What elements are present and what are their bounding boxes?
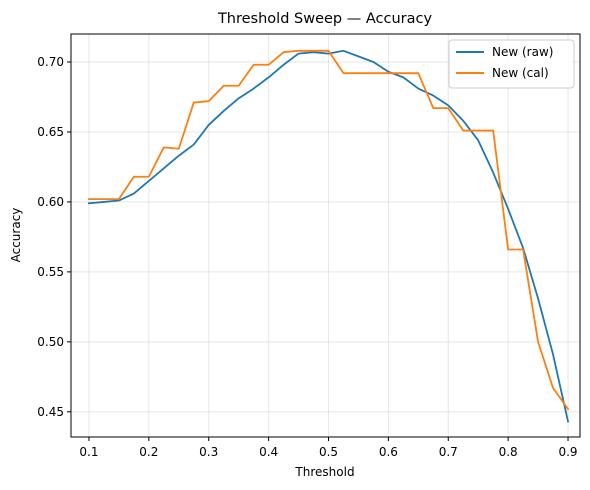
y-tick-label: 0.65	[37, 125, 64, 139]
legend: New (raw) New (cal)	[448, 39, 575, 89]
legend-label-raw: New (raw)	[492, 45, 553, 59]
x-axis: 0.1 0.2 0.3 0.4 0.5 0.6 0.7 0.8 0.9	[79, 437, 578, 459]
legend-label-cal: New (cal)	[492, 66, 549, 80]
x-tick-label: 0.2	[139, 445, 158, 459]
x-tick-label: 0.1	[79, 445, 98, 459]
series-layer	[87, 49, 570, 423]
x-tick-label: 0.9	[558, 445, 577, 459]
y-tick-label: 0.55	[37, 265, 64, 279]
x-tick-label: 0.4	[259, 445, 278, 459]
series-line-raw	[87, 49, 570, 423]
x-axis-label: Threshold	[294, 465, 354, 479]
y-tick-label: 0.70	[37, 55, 64, 69]
y-tick-label: 0.60	[37, 195, 64, 209]
y-axis: 0.45 0.50 0.55 0.60 0.65 0.70	[37, 55, 71, 419]
y-tick-label: 0.45	[37, 405, 64, 419]
series-line-cal	[88, 49, 570, 411]
x-tick-label: 0.8	[499, 445, 518, 459]
plot-frame	[70, 33, 581, 438]
x-tick-label: 0.6	[379, 445, 398, 459]
y-tick-label: 0.50	[37, 335, 64, 349]
y-axis-label: Accuracy	[9, 208, 23, 263]
x-tick-label: 0.7	[439, 445, 458, 459]
x-tick-label: 0.5	[319, 445, 338, 459]
chart-title: Threshold Sweep — Accuracy	[217, 11, 433, 27]
x-tick-label: 0.3	[199, 445, 218, 459]
